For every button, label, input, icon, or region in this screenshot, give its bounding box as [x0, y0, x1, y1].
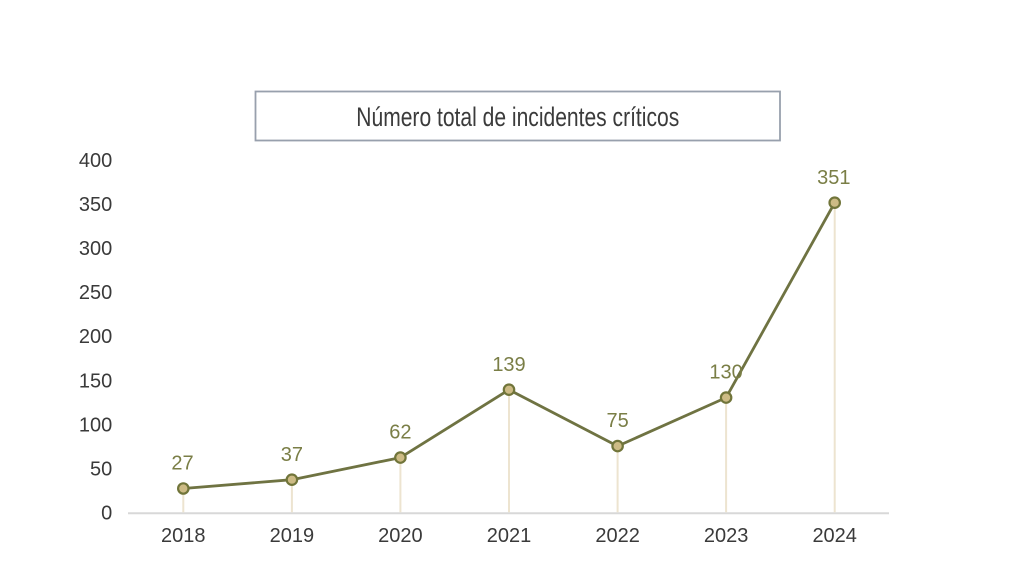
svg-text:351: 351 [817, 167, 850, 189]
svg-text:27: 27 [171, 453, 193, 475]
svg-text:2024: 2024 [812, 525, 857, 547]
svg-text:75: 75 [606, 410, 628, 432]
svg-text:130: 130 [709, 362, 742, 384]
svg-text:300: 300 [79, 238, 112, 260]
svg-text:37: 37 [281, 444, 303, 466]
svg-text:200: 200 [79, 326, 112, 348]
svg-text:250: 250 [79, 282, 112, 304]
svg-text:2022: 2022 [595, 525, 640, 547]
svg-text:0: 0 [101, 503, 112, 525]
svg-text:2019: 2019 [270, 525, 315, 547]
svg-text:350: 350 [79, 194, 112, 216]
svg-text:400: 400 [79, 150, 112, 172]
svg-text:139: 139 [492, 354, 525, 376]
svg-text:150: 150 [79, 370, 112, 392]
svg-text:2020: 2020 [378, 525, 423, 547]
svg-text:100: 100 [79, 414, 112, 436]
svg-text:2018: 2018 [161, 525, 206, 547]
svg-text:62: 62 [389, 422, 411, 444]
svg-text:50: 50 [90, 459, 112, 481]
svg-text:Número total de incidentes crí: Número total de incidentes críticos [356, 102, 679, 132]
svg-text:2021: 2021 [487, 525, 532, 547]
svg-text:2023: 2023 [704, 525, 749, 547]
